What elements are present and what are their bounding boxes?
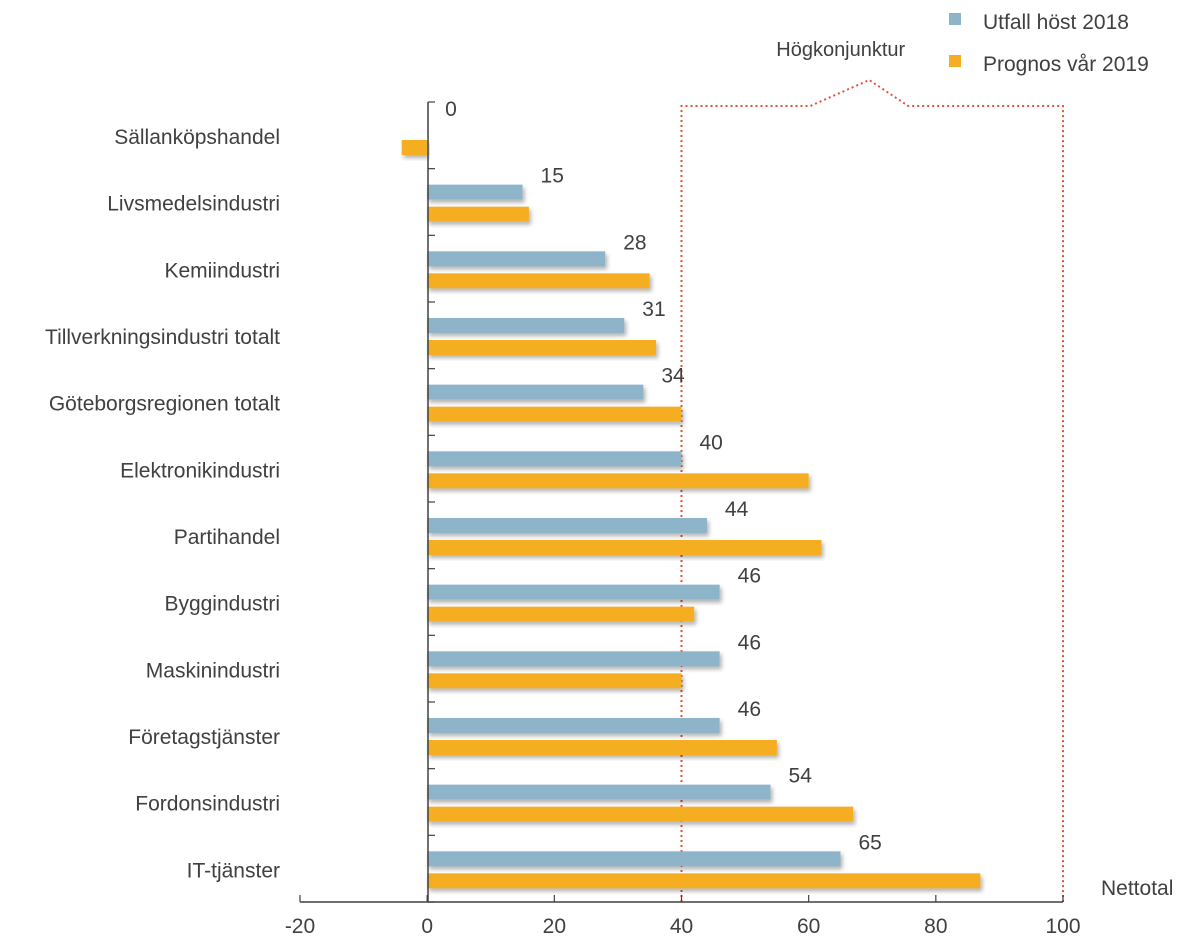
legend-swatch-1	[949, 55, 961, 67]
data-label-7: 46	[738, 565, 761, 588]
bar-utfall-3	[427, 318, 625, 333]
bar-utfall-6	[427, 518, 707, 533]
legend-label-1: Prognos vår 2019	[983, 53, 1149, 76]
data-label-1: 15	[541, 165, 564, 188]
x-tick-label-6: 100	[1045, 915, 1080, 938]
bar-utfall-2	[427, 251, 606, 267]
category-label-5: Elektronikindustri	[120, 459, 280, 482]
x-axis-title: Nettotal	[1101, 877, 1173, 900]
bar-utfall-11	[427, 851, 841, 867]
category-label-9: Företagstjänster	[128, 726, 280, 749]
data-label-10: 54	[789, 765, 813, 788]
legend-swatch-0	[949, 13, 961, 25]
category-label-1: Livsmedelsindustri	[107, 193, 280, 216]
bar-utfall-5	[427, 451, 682, 467]
x-tick-label-1: 0	[421, 915, 433, 938]
x-tick-label-3: 40	[670, 915, 693, 938]
annotation-bracket	[680, 78, 1064, 902]
bar-prognos-4	[427, 406, 682, 422]
bar-prognos-3	[427, 340, 657, 355]
bar-prognos-9	[427, 740, 777, 755]
bar-utfall-4	[427, 384, 644, 400]
category-label-10: Fordonsindustri	[135, 793, 280, 816]
category-label-3: Tillverkningsindustri totalt	[45, 326, 280, 349]
bar-prognos-8	[427, 673, 682, 689]
bar-prognos-0	[401, 140, 428, 155]
data-label-0: 0	[445, 98, 457, 121]
bar-prognos-1	[427, 206, 529, 222]
category-label-0: Sällanköpshandel	[114, 126, 280, 149]
bar-prognos-7	[427, 606, 695, 622]
data-label-5: 40	[700, 431, 723, 454]
category-label-4: Göteborgsregionen totalt	[49, 393, 280, 416]
x-tick-label-5: 80	[924, 915, 947, 938]
data-label-8: 46	[738, 631, 761, 654]
data-label-3: 31	[642, 298, 665, 321]
bar-utfall-9	[427, 718, 720, 733]
annotation-label: Högkonjunktur	[776, 39, 905, 61]
category-label-8: Maskinindustri	[146, 659, 280, 682]
bar-prognos-5	[427, 473, 809, 489]
data-label-6: 44	[725, 498, 749, 521]
data-label-9: 46	[738, 698, 761, 721]
data-label-11: 65	[858, 831, 881, 854]
bar-utfall-7	[427, 584, 720, 600]
bar-prognos-10	[427, 806, 854, 822]
x-tick-label-0: -20	[285, 915, 315, 938]
category-label-2: Kemiindustri	[164, 259, 280, 282]
category-label-6: Partihandel	[174, 526, 280, 549]
legend-label-0: Utfall höst 2018	[983, 11, 1129, 34]
bar-prognos-2	[427, 273, 650, 289]
x-tick-label-2: 20	[543, 915, 566, 938]
bar-utfall-1	[427, 184, 523, 200]
data-label-2: 28	[623, 231, 646, 254]
data-label-4: 34	[661, 365, 685, 388]
category-label-11: IT-tjänster	[187, 859, 280, 882]
bar-utfall-8	[427, 651, 720, 667]
category-label-7: Byggindustri	[164, 593, 280, 616]
x-tick-label-4: 60	[797, 915, 820, 938]
bar-prognos-11	[427, 873, 981, 889]
bar-prognos-6	[427, 540, 822, 555]
bar-utfall-10	[427, 784, 771, 800]
